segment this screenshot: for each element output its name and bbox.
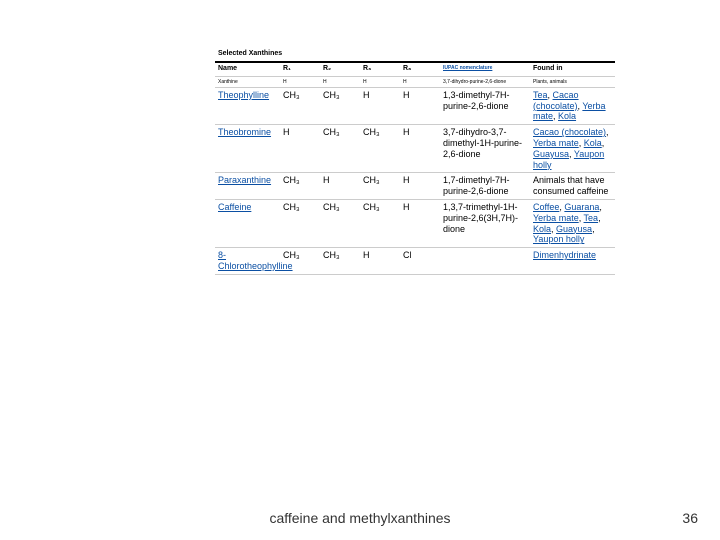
cell-r2: H	[320, 76, 360, 87]
table-caption-row: Selected Xanthines	[215, 48, 615, 62]
found-in-link[interactable]: Kola	[558, 111, 576, 121]
xanthines-table: Selected Xanthines Name R₁ R₂ R₃ R₈ IUPA…	[215, 48, 615, 275]
found-in-link[interactable]: Coffee	[533, 202, 559, 212]
compound-link[interactable]: Paraxanthine	[218, 175, 271, 185]
table-row: ParaxanthineCH₃HCH₃H1,7-dimethyl-7H-puri…	[215, 173, 615, 200]
cell-found-in: Plants, animals	[530, 76, 615, 87]
cell-iupac	[440, 248, 530, 275]
compound-link[interactable]: Caffeine	[218, 202, 251, 212]
cell-r2: CH₃	[320, 87, 360, 124]
found-in-link[interactable]: Guarana	[564, 202, 599, 212]
cell-found-in: Animals that have consumed caffeine	[530, 173, 615, 200]
col-r3: R₃	[360, 62, 400, 76]
cell-r2: CH₃	[320, 199, 360, 247]
cell-r8: H	[400, 125, 440, 173]
found-in-link[interactable]: Yaupon holly	[533, 234, 584, 244]
cell-r8: H	[400, 87, 440, 124]
found-in-link[interactable]: Tea	[584, 213, 599, 223]
cell-found-in: Cacao (chocolate), Yerba mate, Kola, Gua…	[530, 125, 615, 173]
cell-found-in: Dimenhydrinate	[530, 248, 615, 275]
cell-r2: CH₃	[320, 125, 360, 173]
cell-iupac: 3,7-dihydro-purine-2,6-dione	[440, 76, 530, 87]
cell-found-in: Coffee, Guarana, Yerba mate, Tea, Kola, …	[530, 199, 615, 247]
cell-name: Xanthine	[215, 76, 280, 87]
cell-r1: CH₃	[280, 173, 320, 200]
slide-subtitle: caffeine and methylxanthines	[0, 510, 720, 526]
found-in-link[interactable]: Dimenhydrinate	[533, 250, 596, 260]
found-in-link[interactable]: Guayusa	[533, 149, 569, 159]
table-row: XanthineHHHH3,7-dihydro-purine-2,6-dione…	[215, 76, 615, 87]
col-name: Name	[215, 62, 280, 76]
cell-r1: CH₃	[280, 87, 320, 124]
table-caption: Selected Xanthines	[215, 48, 615, 62]
cell-r3: CH₃	[360, 125, 400, 173]
cell-name: Theophylline	[215, 87, 280, 124]
table-row: TheobromineHCH₃CH₃H3,7-dihydro-3,7-dimet…	[215, 125, 615, 173]
cell-r2: CH₃	[320, 248, 360, 275]
table-header-row: Name R₁ R₂ R₃ R₈ IUPAC nomenclature Foun…	[215, 62, 615, 76]
cell-r2: H	[320, 173, 360, 200]
cell-iupac: 1,7-dimethyl-7H-purine-2,6-dione	[440, 173, 530, 200]
cell-r8: H	[400, 199, 440, 247]
cell-r3: H	[360, 248, 400, 275]
col-r2: R₂	[320, 62, 360, 76]
found-in-link[interactable]: Kola	[584, 138, 602, 148]
cell-r3: H	[360, 87, 400, 124]
xanthines-table-container: Selected Xanthines Name R₁ R₂ R₃ R₈ IUPA…	[215, 48, 615, 275]
iupac-header-link[interactable]: IUPAC nomenclature	[443, 65, 492, 71]
table-row: TheophyllineCH₃CH₃HH1,3-dimethyl-7H-puri…	[215, 87, 615, 124]
found-in-link[interactable]: Cacao (chocolate)	[533, 127, 606, 137]
cell-r8: H	[400, 173, 440, 200]
cell-r3: CH₃	[360, 199, 400, 247]
found-in-link[interactable]: Yerba mate	[533, 213, 579, 223]
cell-name: Theobromine	[215, 125, 280, 173]
cell-name: 8-Chlorotheophylline	[215, 248, 280, 275]
cell-iupac: 1,3-dimethyl-7H-purine-2,6-dione	[440, 87, 530, 124]
col-iupac: IUPAC nomenclature	[440, 62, 530, 76]
cell-r1: H	[280, 76, 320, 87]
cell-r3: CH₃	[360, 173, 400, 200]
cell-r1: CH₃	[280, 199, 320, 247]
cell-found-in: Tea, Cacao (chocolate), Yerba mate, Kola	[530, 87, 615, 124]
cell-r1: H	[280, 125, 320, 173]
col-r1: R₁	[280, 62, 320, 76]
found-in-link[interactable]: Kola	[533, 224, 551, 234]
found-in-link[interactable]: Yerba mate	[533, 138, 579, 148]
cell-name: Paraxanthine	[215, 173, 280, 200]
cell-name: Caffeine	[215, 199, 280, 247]
col-r8: R₈	[400, 62, 440, 76]
compound-link[interactable]: Theobromine	[218, 127, 271, 137]
page-number: 36	[682, 510, 698, 526]
cell-iupac: 3,7-dihydro-3,7-dimethyl-1H-purine-2,6-d…	[440, 125, 530, 173]
table-body: XanthineHHHH3,7-dihydro-purine-2,6-dione…	[215, 76, 615, 274]
table-row: 8-ChlorotheophyllineCH₃CH₃HClDimenhydrin…	[215, 248, 615, 275]
found-in-link[interactable]: Guayusa	[556, 224, 592, 234]
cell-r8: H	[400, 76, 440, 87]
cell-iupac: 1,3,7-trimethyl-1H-purine-2,6(3H,7H)-dio…	[440, 199, 530, 247]
col-found: Found in	[530, 62, 615, 76]
cell-r8: Cl	[400, 248, 440, 275]
found-in-link[interactable]: Tea	[533, 90, 548, 100]
compound-link[interactable]: Theophylline	[218, 90, 269, 100]
cell-r3: H	[360, 76, 400, 87]
table-row: CaffeineCH₃CH₃CH₃H1,3,7-trimethyl-1H-pur…	[215, 199, 615, 247]
